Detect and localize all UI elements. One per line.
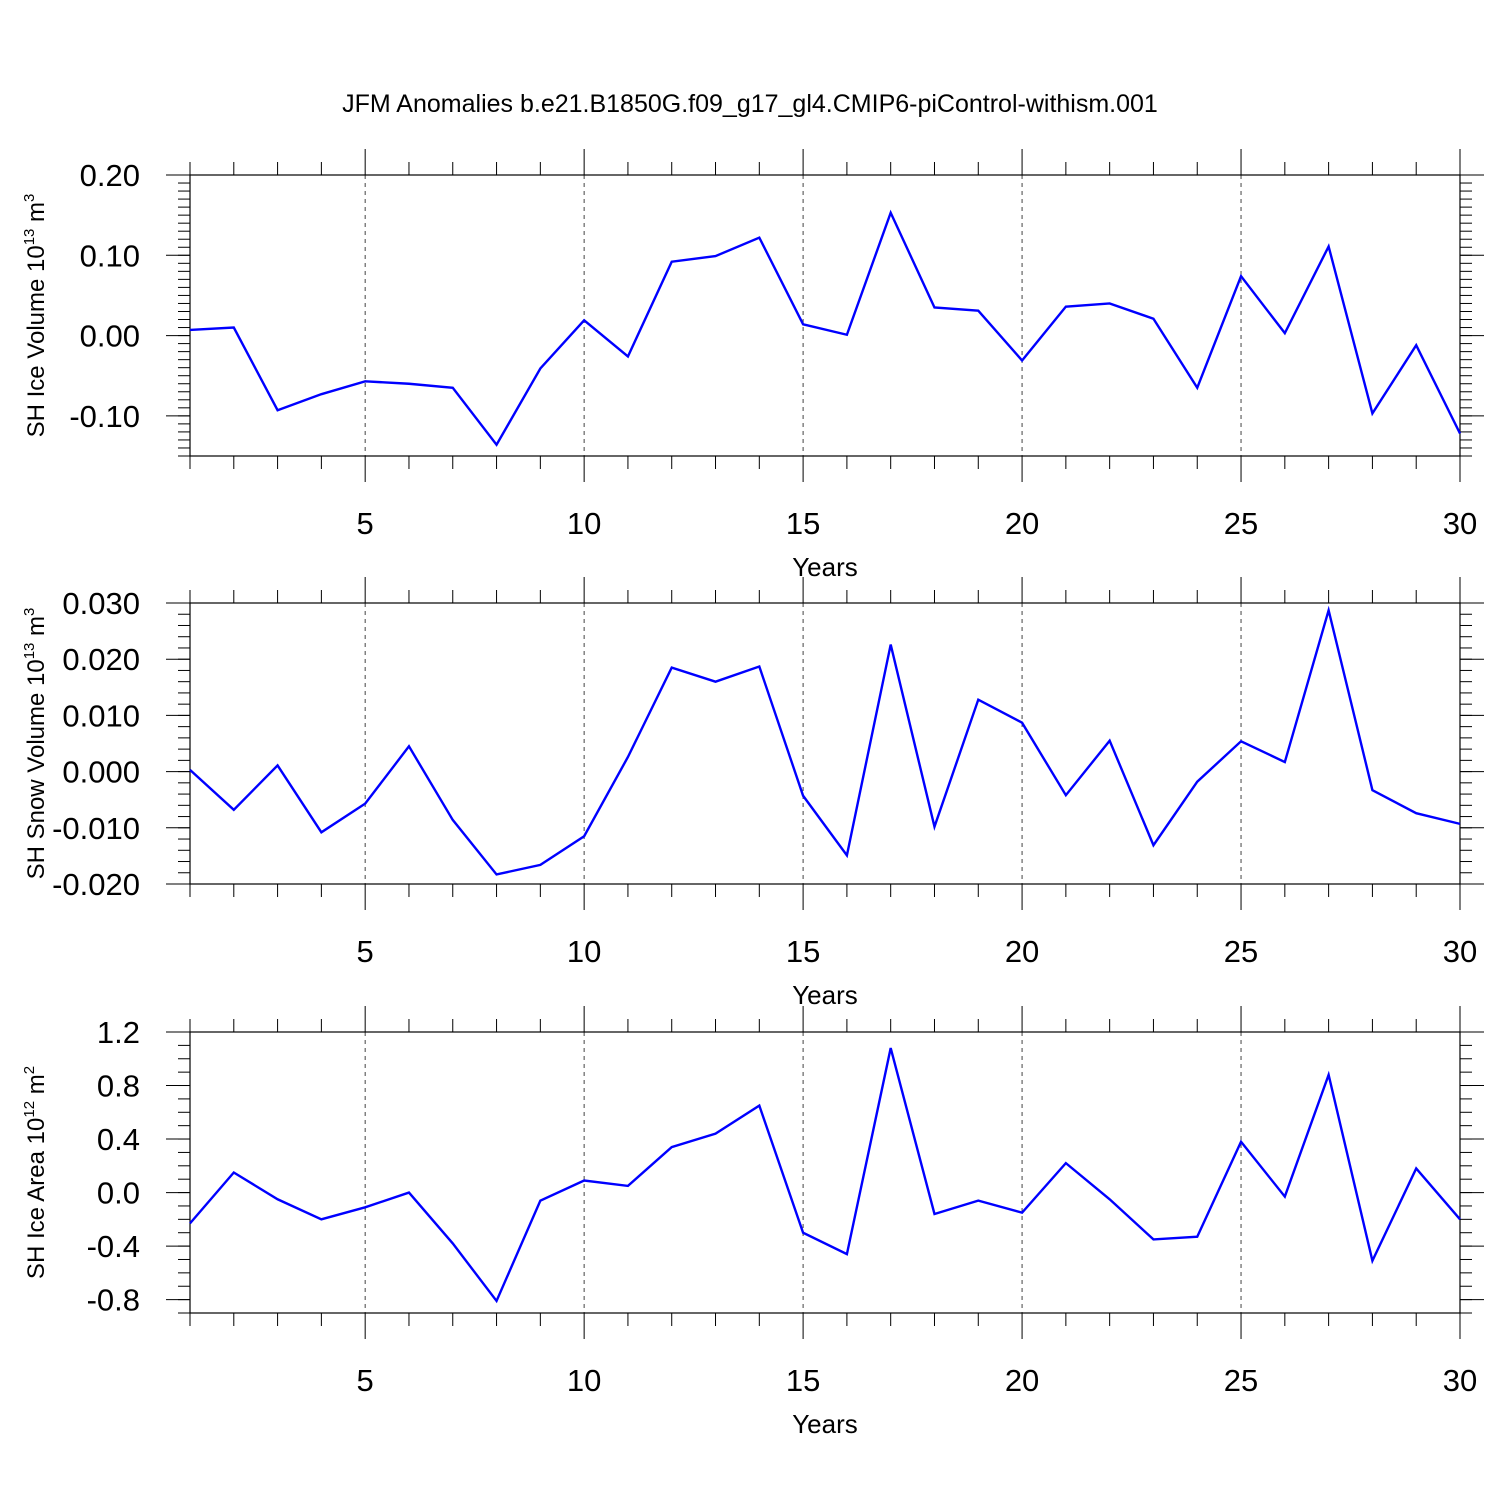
- x-tick-label: 30: [1443, 506, 1477, 541]
- x-tick-label: 25: [1224, 506, 1258, 541]
- x-axis-label: Years: [792, 552, 858, 582]
- y-tick-label: 0.010: [62, 698, 140, 733]
- plot-frame: [189, 1031, 1461, 1314]
- y-tick-label: -0.010: [52, 811, 140, 846]
- y-tick-label: 0.000: [62, 755, 140, 790]
- y-tick-label: 0.20: [80, 158, 140, 193]
- x-tick-label: 25: [1224, 1363, 1258, 1398]
- y-axis-label: SH Ice Area 1012 m2: [21, 1066, 50, 1279]
- x-tick-label: 20: [1005, 506, 1039, 541]
- series-line: [189, 1047, 1461, 1304]
- plot-frame: [189, 602, 1461, 885]
- y-tick-label: 0.4: [97, 1122, 140, 1157]
- chart-panel-1: 0.20 0.10 0.00 -0.10 5 10 15 20 25 30 Years SH Ice …: [21, 149, 1484, 582]
- x-tick-label: 20: [1005, 934, 1039, 969]
- x-tick-label: 10: [567, 1363, 601, 1398]
- x-tick-label: 10: [567, 934, 601, 969]
- y-tick-label: -0.020: [52, 867, 140, 902]
- x-tick-label: 25: [1224, 934, 1258, 969]
- chart-panel-2: 0.030 0.020 0.010 0.000 -0.010 -0.020 5 10 15 20 2…: [21, 577, 1484, 1010]
- x-tick-label: 20: [1005, 1363, 1039, 1398]
- y-tick-label: -0.8: [87, 1283, 140, 1318]
- x-tick-label: 5: [357, 1363, 374, 1398]
- x-tick-label: 15: [786, 1363, 820, 1398]
- plot-frame: [189, 174, 1461, 457]
- y-tick-label: 0.00: [80, 319, 140, 354]
- y-axis-label: SH Snow Volume 1013 m3: [21, 608, 50, 880]
- y-tick-label: -0.10: [69, 399, 140, 434]
- x-axis-label: Years: [792, 1409, 858, 1439]
- chart-title: JFM Anomalies b.e21.B1850G.f09_g17_gl4.C…: [342, 90, 1158, 118]
- y-tick-label: 0.020: [62, 642, 140, 677]
- x-tick-label: 30: [1443, 934, 1477, 969]
- x-tick-label: 30: [1443, 1363, 1477, 1398]
- y-tick-label: 0.8: [97, 1069, 140, 1104]
- y-tick-label: 1.2: [97, 1015, 140, 1050]
- x-tick-label: 15: [786, 506, 820, 541]
- y-tick-label: 0.10: [80, 238, 140, 273]
- y-axis-label: SH Ice Volume 1013 m3: [21, 194, 50, 438]
- y-tick-label: -0.4: [87, 1229, 140, 1264]
- y-tick-label: 0.030: [62, 586, 140, 621]
- x-tick-label: 5: [357, 934, 374, 969]
- x-tick-label: 15: [786, 934, 820, 969]
- chart-panels: 0.20 0.10 0.00 -0.10 5 10 15 20 25 30 Years SH Ice …: [21, 149, 1484, 1439]
- x-tick-label: 10: [567, 506, 601, 541]
- x-axis-label: Years: [792, 980, 858, 1010]
- x-tick-label: 5: [357, 506, 374, 541]
- series-line: [189, 605, 1461, 876]
- series-line: [189, 209, 1462, 447]
- chart-panel-3: 1.2 0.8 0.4 0.0 -0.4 -0.8 5 10 15 20 25 30 Years SH I…: [21, 1006, 1484, 1439]
- y-tick-label: 0.0: [97, 1176, 140, 1211]
